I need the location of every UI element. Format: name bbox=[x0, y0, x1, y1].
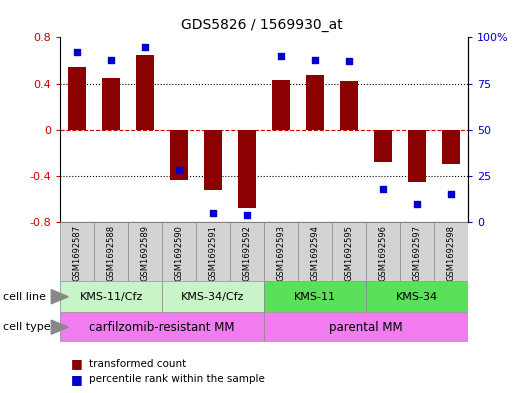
Text: GSM1692588: GSM1692588 bbox=[107, 225, 116, 281]
Bar bbox=[442, 130, 460, 164]
Bar bbox=[340, 81, 358, 130]
Point bbox=[413, 200, 422, 207]
Bar bbox=[170, 130, 188, 180]
Text: parental MM: parental MM bbox=[329, 321, 403, 334]
Bar bbox=[60, 312, 264, 342]
Text: transformed count: transformed count bbox=[89, 358, 186, 369]
Bar bbox=[366, 222, 400, 281]
Point bbox=[209, 209, 218, 216]
Point bbox=[107, 56, 116, 62]
Bar bbox=[60, 281, 162, 312]
Bar bbox=[204, 130, 222, 190]
Bar bbox=[434, 222, 468, 281]
Point bbox=[141, 43, 150, 50]
Text: GSM1692590: GSM1692590 bbox=[175, 225, 184, 281]
Point bbox=[311, 56, 320, 62]
Polygon shape bbox=[51, 290, 68, 304]
Bar bbox=[366, 281, 468, 312]
Bar bbox=[374, 130, 392, 162]
Bar bbox=[298, 222, 332, 281]
Bar bbox=[264, 222, 298, 281]
Text: KMS-34: KMS-34 bbox=[396, 292, 438, 302]
Bar bbox=[94, 222, 128, 281]
Text: GSM1692589: GSM1692589 bbox=[141, 225, 150, 281]
Bar bbox=[408, 130, 426, 182]
Bar bbox=[332, 222, 366, 281]
Bar bbox=[196, 222, 230, 281]
Text: ■: ■ bbox=[71, 357, 82, 370]
Point bbox=[447, 191, 456, 197]
Text: GDS5826 / 1569930_at: GDS5826 / 1569930_at bbox=[180, 18, 343, 32]
Bar bbox=[272, 80, 290, 130]
Point bbox=[175, 167, 184, 173]
Bar bbox=[102, 78, 120, 130]
Text: GSM1692597: GSM1692597 bbox=[413, 225, 422, 281]
Text: GSM1692592: GSM1692592 bbox=[243, 225, 252, 281]
Text: GSM1692594: GSM1692594 bbox=[311, 225, 320, 281]
Text: KMS-34/Cfz: KMS-34/Cfz bbox=[181, 292, 245, 302]
Bar bbox=[264, 312, 468, 342]
Bar bbox=[162, 281, 264, 312]
Point bbox=[345, 58, 354, 64]
Point bbox=[379, 185, 388, 192]
Text: KMS-11: KMS-11 bbox=[294, 292, 336, 302]
Bar bbox=[128, 222, 162, 281]
Text: GSM1692593: GSM1692593 bbox=[277, 225, 286, 281]
Text: KMS-11/Cfz: KMS-11/Cfz bbox=[79, 292, 143, 302]
Bar bbox=[68, 67, 86, 130]
Bar bbox=[306, 75, 324, 130]
Point bbox=[243, 211, 252, 218]
Bar bbox=[136, 55, 154, 130]
Text: GSM1692598: GSM1692598 bbox=[447, 225, 456, 281]
Polygon shape bbox=[51, 320, 68, 334]
Text: carfilzomib-resistant MM: carfilzomib-resistant MM bbox=[89, 321, 235, 334]
Text: GSM1692595: GSM1692595 bbox=[345, 225, 354, 281]
Bar bbox=[400, 222, 434, 281]
Text: GSM1692596: GSM1692596 bbox=[379, 225, 388, 281]
Bar bbox=[60, 222, 94, 281]
Text: percentile rank within the sample: percentile rank within the sample bbox=[89, 374, 265, 384]
Text: GSM1692587: GSM1692587 bbox=[73, 225, 82, 281]
Point bbox=[277, 53, 286, 59]
Bar bbox=[162, 222, 196, 281]
Bar bbox=[264, 281, 366, 312]
Point bbox=[73, 49, 82, 55]
Text: ■: ■ bbox=[71, 373, 82, 386]
Text: GSM1692591: GSM1692591 bbox=[209, 225, 218, 281]
Text: cell type: cell type bbox=[3, 322, 50, 332]
Bar bbox=[238, 130, 256, 208]
Bar bbox=[230, 222, 264, 281]
Text: cell line: cell line bbox=[3, 292, 46, 302]
